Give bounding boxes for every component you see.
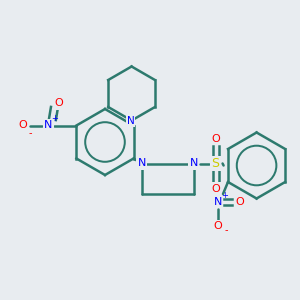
Text: S: S	[212, 157, 220, 170]
Text: N: N	[44, 121, 52, 130]
Text: N: N	[189, 158, 198, 169]
Text: O: O	[18, 121, 27, 130]
Text: O: O	[214, 221, 222, 231]
Text: -: -	[29, 128, 32, 139]
Text: N: N	[214, 197, 222, 207]
Text: O: O	[54, 98, 63, 109]
Text: N: N	[127, 116, 134, 125]
Text: +: +	[51, 114, 58, 123]
Text: -: -	[224, 225, 228, 235]
Text: N: N	[137, 158, 146, 169]
Text: +: +	[222, 190, 228, 200]
Text: O: O	[236, 197, 244, 207]
Text: O: O	[211, 134, 220, 143]
Text: O: O	[211, 184, 220, 194]
